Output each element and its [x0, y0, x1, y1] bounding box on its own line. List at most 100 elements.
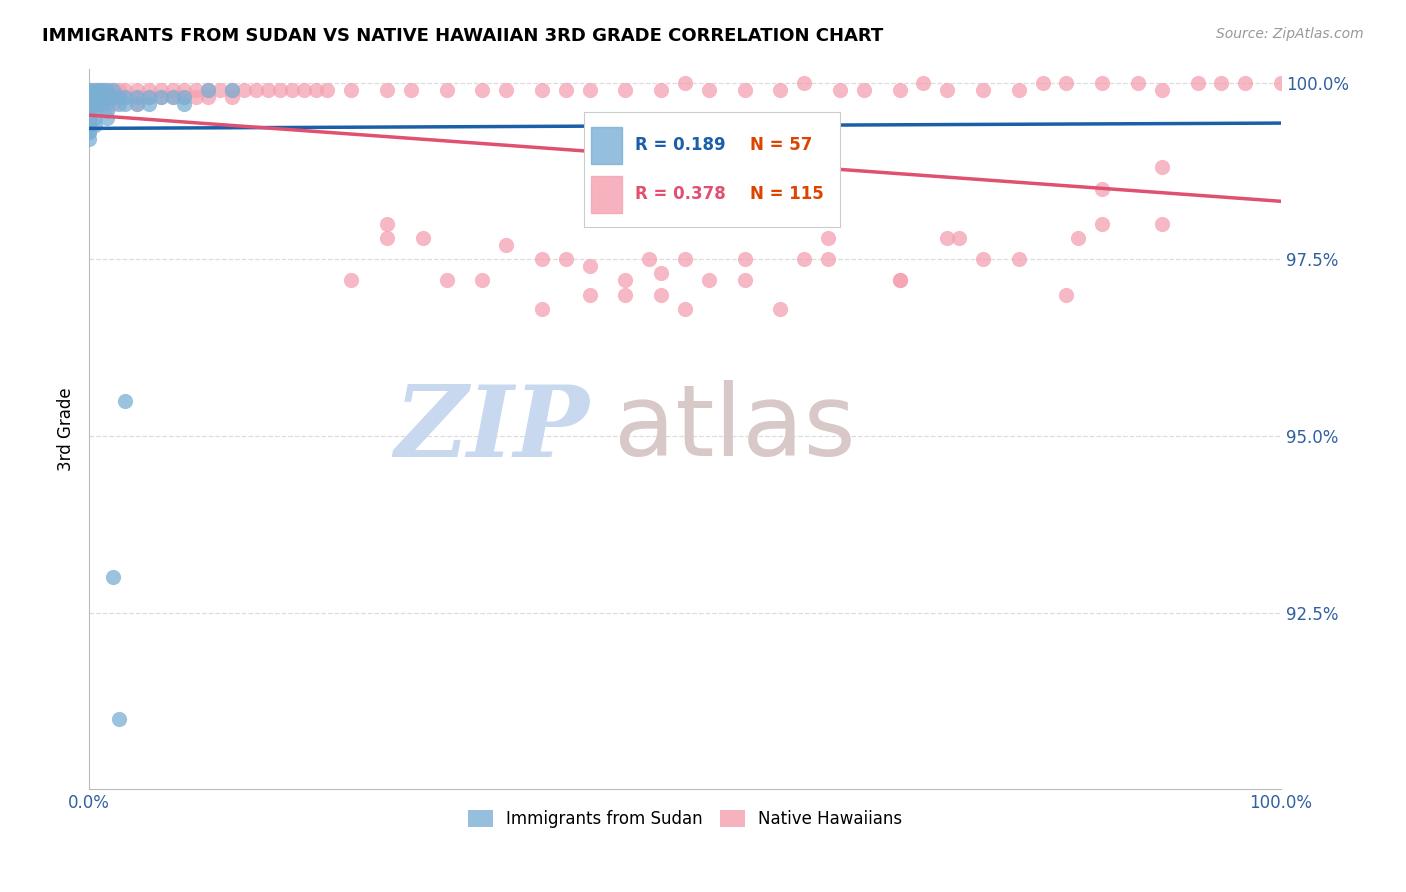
Point	[162, 90, 184, 104]
Point	[90, 96, 112, 111]
Text: ZIP: ZIP	[395, 381, 589, 477]
Point	[257, 83, 280, 97]
Point	[769, 301, 792, 316]
Point	[578, 260, 600, 274]
Point	[495, 83, 517, 97]
Point	[554, 83, 576, 97]
Point	[197, 83, 219, 97]
Point	[852, 83, 875, 97]
Point	[101, 90, 124, 104]
Point	[108, 90, 131, 104]
Point	[530, 83, 553, 97]
Point	[1211, 76, 1233, 90]
Point	[77, 83, 100, 97]
Point	[638, 252, 661, 267]
Point	[233, 83, 256, 97]
Point	[114, 90, 136, 104]
Point	[96, 83, 118, 97]
Text: atlas: atlas	[613, 380, 855, 477]
Point	[162, 90, 184, 104]
Point	[90, 83, 112, 97]
Point	[101, 96, 124, 111]
Point	[149, 90, 172, 104]
Point	[100, 90, 122, 104]
Point	[1091, 76, 1114, 90]
Point	[173, 90, 195, 104]
Point	[769, 83, 792, 97]
Point	[673, 252, 696, 267]
Point	[77, 103, 100, 118]
Point	[1270, 76, 1292, 90]
Point	[436, 83, 458, 97]
Point	[1150, 83, 1173, 97]
Point	[149, 90, 172, 104]
Point	[77, 125, 100, 139]
Point	[84, 118, 107, 132]
Point	[1032, 76, 1054, 90]
Point	[77, 118, 100, 132]
Point	[340, 273, 363, 287]
Point	[84, 111, 107, 125]
Point	[125, 90, 148, 104]
Point	[936, 231, 959, 245]
Text: Source: ZipAtlas.com: Source: ZipAtlas.com	[1216, 27, 1364, 41]
Point	[173, 96, 195, 111]
Point	[96, 111, 118, 125]
Point	[209, 83, 232, 97]
Point	[1234, 76, 1257, 90]
Point	[1054, 76, 1077, 90]
Point	[530, 301, 553, 316]
Point	[108, 96, 131, 111]
Point	[186, 90, 208, 104]
Point	[96, 103, 118, 118]
Point	[614, 287, 637, 301]
Point	[650, 287, 672, 301]
Point	[673, 301, 696, 316]
Point	[889, 83, 911, 97]
Point	[108, 83, 131, 97]
Point	[84, 90, 107, 104]
Point	[316, 83, 339, 97]
Point	[614, 83, 637, 97]
Point	[912, 76, 935, 90]
Point	[221, 90, 243, 104]
Point	[1067, 231, 1090, 245]
Point	[108, 712, 131, 726]
Point	[77, 90, 100, 104]
Point	[77, 103, 100, 118]
Point	[673, 76, 696, 90]
Point	[292, 83, 315, 97]
Point	[734, 252, 756, 267]
Point	[77, 90, 100, 104]
Point	[101, 570, 124, 584]
Point	[114, 90, 136, 104]
Point	[375, 83, 398, 97]
Point	[650, 83, 672, 97]
Point	[697, 273, 720, 287]
Point	[554, 252, 576, 267]
Point	[125, 96, 148, 111]
Point	[84, 103, 107, 118]
Point	[173, 90, 195, 104]
Point	[96, 90, 118, 104]
Point	[471, 273, 494, 287]
Point	[138, 83, 160, 97]
Point	[936, 83, 959, 97]
Point	[90, 90, 112, 104]
Point	[77, 125, 100, 139]
Point	[697, 83, 720, 97]
Point	[578, 287, 600, 301]
Point	[77, 103, 100, 118]
Point	[471, 83, 494, 97]
Y-axis label: 3rd Grade: 3rd Grade	[58, 387, 75, 471]
Point	[1091, 181, 1114, 195]
Point	[889, 273, 911, 287]
Point	[734, 273, 756, 287]
Point	[114, 393, 136, 408]
Point	[399, 83, 422, 97]
Point	[90, 96, 112, 111]
Point	[93, 90, 115, 104]
Point	[77, 96, 100, 111]
Point	[125, 96, 148, 111]
Point	[269, 83, 291, 97]
